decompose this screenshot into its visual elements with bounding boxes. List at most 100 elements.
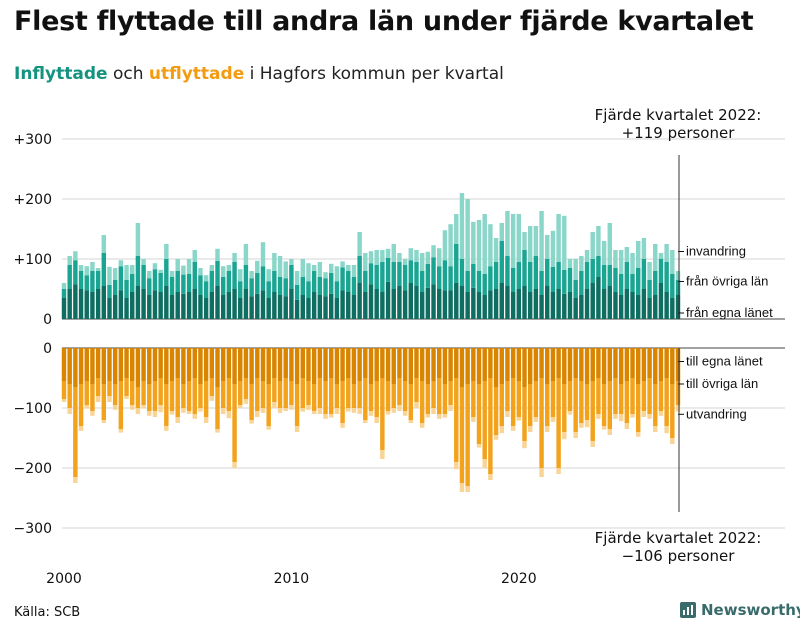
in-other-bar [294,284,300,300]
in-local-bar [78,289,84,319]
in-other-bar [181,274,186,294]
in-immig-bar [573,259,578,280]
in-immig-bar [556,214,561,262]
in-immig-bar [385,248,391,258]
subtitle-and: och [107,64,149,84]
out-local-bar [249,348,254,384]
in-other-bar [300,277,305,295]
in-immig-bar [357,232,362,256]
out-local-bar [84,348,89,381]
out-emig-bar [527,426,533,432]
out-local-bar [618,348,624,384]
newsworthy-logo[interactable]: Newsworthy [680,601,800,619]
in-local-bar [499,283,504,319]
in-immig-bar [255,260,260,273]
out-other-bar [95,378,101,396]
out-other-bar [596,378,601,414]
out-other-bar [658,381,664,411]
out-other-bar [243,378,249,399]
in-local-bar [294,299,300,319]
in-local-bar [658,283,664,319]
out-other-bar [169,381,175,411]
out-other-bar [442,384,448,414]
in-local-bar [61,298,67,319]
out-other-bar [539,378,544,468]
in-immig-bar [402,259,408,265]
in-local-bar [90,292,95,319]
out-local-bar [272,348,277,378]
out-emig-bar [397,405,402,411]
out-local-bar [641,348,647,381]
out-emig-bar [545,426,550,432]
in-immig-bar [505,211,510,256]
y-tick-label: −100 [14,401,52,417]
out-other-bar [579,381,584,423]
out-other-bar [368,384,374,411]
out-local-bar [334,348,340,384]
out-other-bar [78,384,84,426]
in-immig-bar [380,250,385,262]
out-other-bar [527,384,533,426]
in-local-bar [300,295,305,319]
in-local-bar [482,295,487,319]
out-emig-bar [186,411,192,414]
out-local-bar [61,348,67,381]
in-immig-bar [579,256,584,271]
out-emig-bar [454,462,459,470]
in-other-bar [101,253,107,286]
out-other-bar [613,378,618,414]
in-other-bar [465,271,470,292]
in-immig-bar [220,266,226,277]
out-emig-bar [516,417,522,421]
in-immig-bar [459,193,465,259]
out-local-bar [226,348,232,378]
out-emig-bar [255,411,260,417]
in-local-bar [289,289,294,319]
annotation-bottom-line2: −106 personer [622,547,736,565]
in-local-bar [232,289,237,319]
in-other-bar [67,265,72,289]
annotations: Fjärde kvartalet 2022:+119 personerFjärd… [595,106,762,565]
in-immig-bar [158,269,163,273]
out-other-bar [533,381,539,417]
out-local-bar [613,348,618,378]
out-emig-bar [670,438,675,444]
in-local-bar [283,296,288,319]
out-local-bar [545,348,550,384]
out-other-bar [664,378,669,426]
in-other-bar [664,262,669,292]
out-local-bar [408,348,414,384]
in-other-bar [385,257,391,282]
in-local-bar [562,293,567,319]
chart-title: Flest flyttade till andra län under fjär… [14,6,754,37]
in-other-bar [328,272,334,294]
out-emig-bar [215,429,220,433]
in-immig-bar [164,244,169,259]
in-other-bar [647,280,652,298]
in-other-bar [641,259,647,289]
out-local-bar [112,348,118,384]
out-local-bar [101,348,107,384]
in-immig-bar [175,259,180,271]
out-local-bar [505,348,510,381]
out-local-bar [596,348,601,378]
out-emig-bar [539,468,544,477]
in-other-bar [164,259,169,286]
out-other-bar [130,381,135,405]
out-local-bar [579,348,584,381]
in-local-bar [317,295,323,319]
out-emig-bar [425,414,431,418]
out-local-bar [459,348,465,387]
in-immig-bar [471,221,476,264]
in-other-bar [380,262,385,292]
out-other-bar [385,381,391,411]
out-other-bar [550,381,556,417]
out-emig-bar [562,432,567,440]
in-immig-bar [294,271,300,285]
out-local-bar [181,348,186,384]
in-immig-bar [465,199,470,271]
out-other-bar [67,384,72,408]
in-immig-bar [334,266,340,282]
in-local-bar [226,292,232,319]
out-local-bar [192,348,197,378]
